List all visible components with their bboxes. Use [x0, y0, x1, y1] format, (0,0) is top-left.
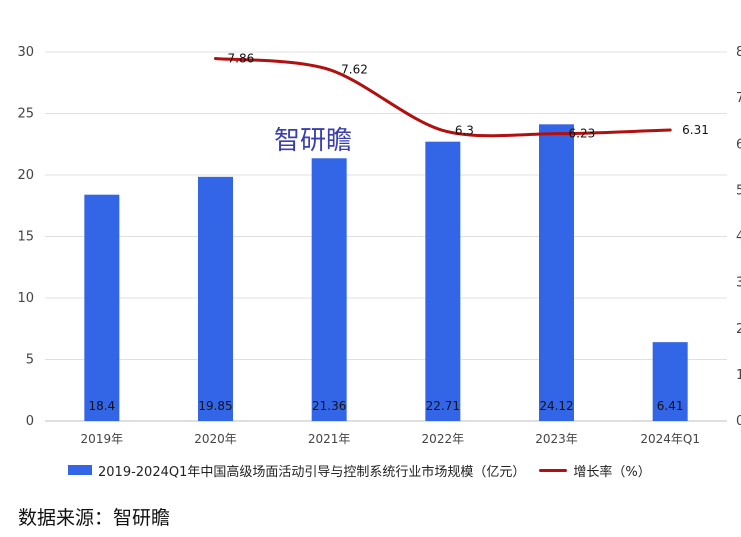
bar-value-label: 21.36 [312, 399, 346, 413]
x-tick-label: 2023年 [535, 432, 578, 446]
watermark: 智研瞻 [274, 126, 353, 156]
y-tick-label: 10 [17, 291, 34, 306]
y2-tick-label: 8 [736, 45, 741, 60]
y-tick-label: 30 [17, 45, 34, 60]
x-tick-label: 2021年 [308, 432, 351, 446]
x-tick-label: 2022年 [422, 432, 465, 446]
line-value-label: 7.86 [228, 51, 255, 65]
line-value-label: 6.3 [455, 123, 474, 137]
x-tick-label: 2020年 [194, 432, 237, 446]
line-value-label: 7.62 [341, 63, 368, 77]
y-tick-label: 5 [26, 353, 34, 368]
line-value-label: 6.23 [569, 127, 596, 141]
bar [198, 176, 233, 421]
growth-line [214, 56, 672, 138]
y2-tick-label: 2 [736, 322, 741, 337]
y-tick-label: 0 [26, 414, 34, 429]
bar-value-label: 24.12 [539, 399, 573, 413]
legend-bar-swatch [68, 465, 92, 475]
bar [539, 124, 574, 421]
y2-tick-label: 3 [736, 276, 741, 291]
y2-tick-label: 0 [736, 414, 741, 429]
y2-tick-label: 1 [736, 368, 741, 383]
y-tick-label: 15 [17, 230, 34, 245]
source-note: 数据来源：智研瞻 [18, 507, 171, 529]
bar-value-label: 19.85 [198, 399, 232, 413]
y-tick-label: 20 [17, 168, 34, 183]
legend-line-label: 增长率（%） [573, 464, 651, 480]
legend: 2019-2024Q1年中国高级场面活动引导与控制系统行业市场规模（亿元） 增长… [68, 460, 651, 480]
bar [311, 158, 347, 421]
legend-bar-label: 2019-2024Q1年中国高级场面活动引导与控制系统行业市场规模（亿元） [98, 464, 526, 480]
line-value-label: 6.31 [682, 123, 709, 137]
y2-tick-label: 6 [736, 137, 741, 152]
legend-line-swatch [539, 468, 568, 472]
bar [652, 342, 688, 421]
y2-tick-label: 7 [736, 91, 741, 106]
bar-value-label: 6.41 [657, 399, 684, 413]
bar [84, 194, 120, 421]
bar-value-label: 18.4 [88, 399, 115, 413]
bar-value-label: 22.71 [426, 399, 460, 413]
y2-tick-label: 5 [736, 183, 741, 198]
x-tick-label: 2024年Q1 [640, 432, 700, 446]
bar [425, 141, 461, 422]
y-tick-label: 25 [17, 107, 34, 122]
x-tick-label: 2019年 [81, 432, 124, 446]
y2-tick-label: 4 [736, 230, 741, 245]
